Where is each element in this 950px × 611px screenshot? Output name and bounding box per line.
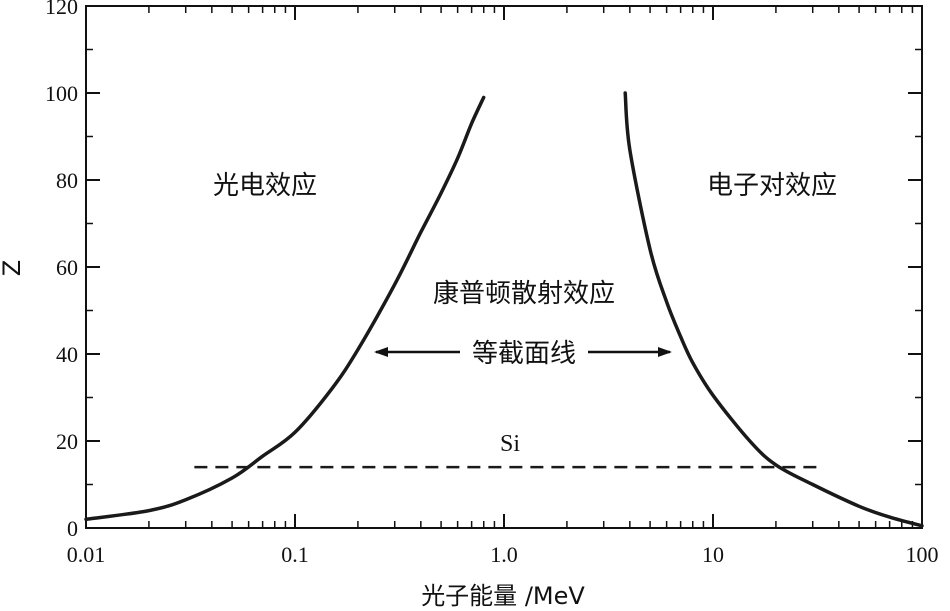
equal-cross-section-label: 等截面线 (472, 339, 576, 369)
axis-tick-labels: 0.01 0.1 1.0 10 100 0 20 40 60 80 100 120 (45, 0, 939, 567)
si-label: Si (500, 431, 520, 457)
x-tick-label: 0.01 (67, 542, 106, 567)
y-tick-label: 100 (45, 81, 78, 106)
compton-label: 康普顿散射效应 (433, 279, 615, 309)
y-tick-label: 40 (56, 342, 78, 367)
y-tick-label: 80 (56, 168, 78, 193)
x-tick-label: 0.1 (281, 542, 309, 567)
x-tick-label: 1.0 (490, 542, 518, 567)
y-tick-label: 120 (45, 0, 78, 19)
series-line-low-energy (84, 95, 486, 522)
x-tick-label: 100 (906, 542, 939, 567)
y-tick-label: 0 (67, 516, 78, 541)
axis-ticks (85, 5, 923, 529)
photoelectric-label: 光电效应 (213, 171, 317, 201)
pair-production-label: 电子对效应 (707, 171, 837, 201)
y-tick-label: 20 (56, 429, 78, 454)
series-line-high-energy (623, 91, 924, 528)
y-tick-label: 60 (56, 255, 78, 280)
reference-layer: Si (194, 431, 822, 469)
series-layer (84, 91, 924, 528)
x-tick-label: 10 (702, 542, 724, 567)
y-axis-title: Z (0, 260, 26, 276)
x-axis-title: 光子能量 /MeV (421, 582, 585, 610)
